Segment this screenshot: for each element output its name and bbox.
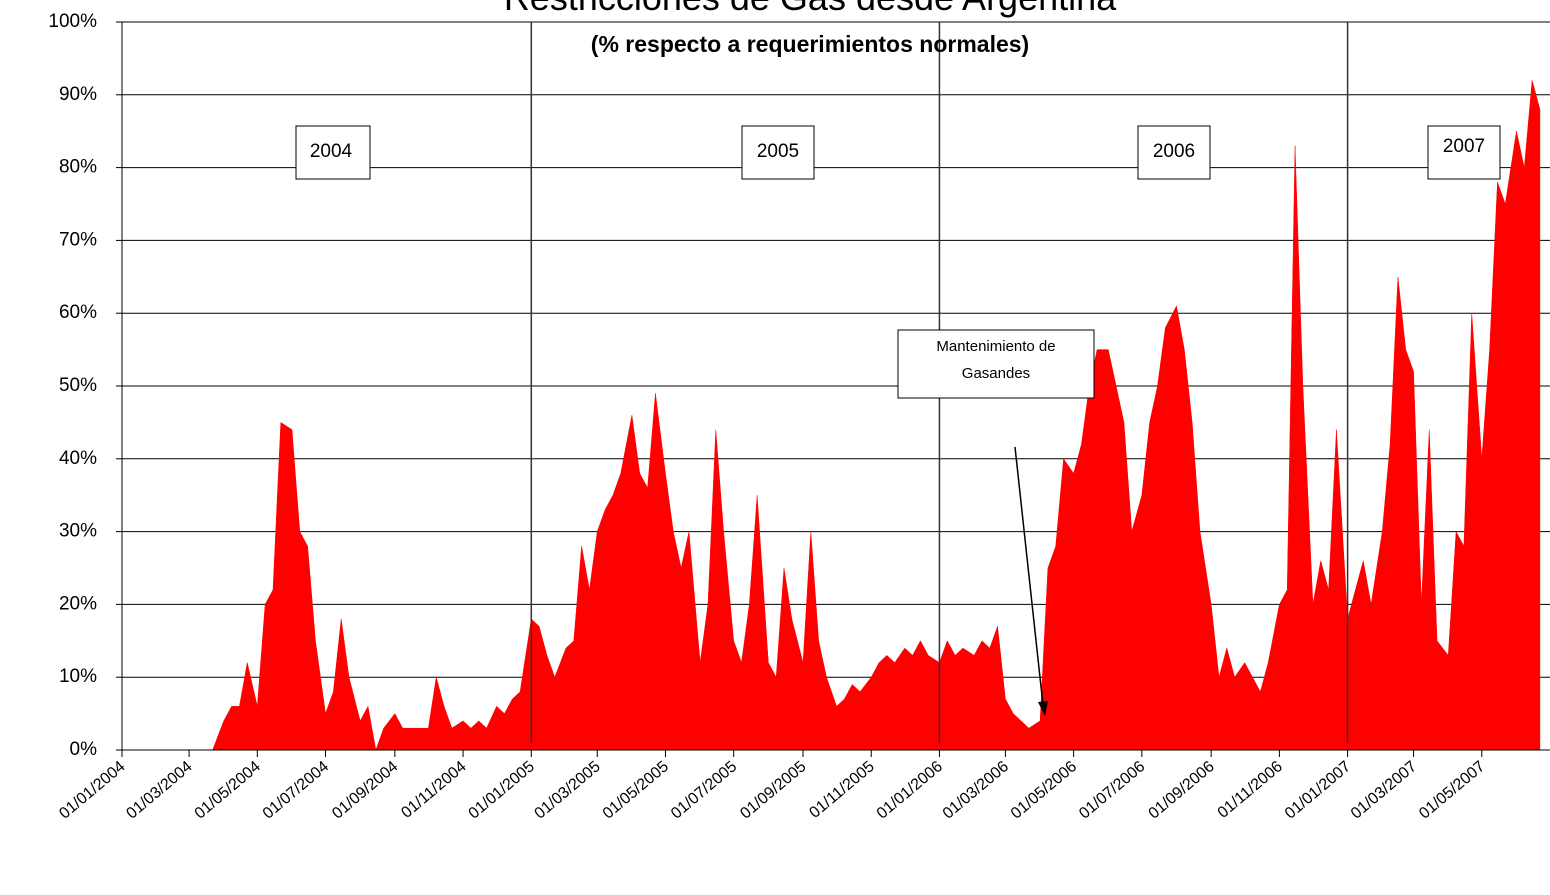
x-tick-label: 01/07/2005 (668, 758, 740, 823)
y-tick-label: 10% (59, 666, 97, 687)
annotation-box (897, 329, 1095, 399)
x-tick-label: 01/09/2005 (737, 758, 809, 823)
arrow-head (1038, 701, 1048, 716)
chart-subtitle: (% respecto a requerimientos normales) (591, 31, 1029, 57)
x-tick-label: 01/07/2004 (260, 758, 332, 823)
area (122, 80, 1541, 751)
x-tick-label: 01/11/2004 (398, 758, 469, 822)
x-tick-label: 01/09/2004 (329, 758, 401, 823)
y-tick-label: 50% (59, 375, 97, 396)
x-tick-label: 01/09/2006 (1145, 758, 1217, 823)
y-tick-label: 30% (59, 521, 97, 542)
year-label: 2006 (1153, 141, 1195, 162)
y-tick-label: 60% (59, 302, 97, 323)
x-tick-label: 01/05/2004 (192, 758, 264, 823)
x-tick-label: 01/05/2006 (1008, 758, 1080, 823)
y-tick-label: 70% (59, 229, 97, 250)
x-tick-label: 01/05/2005 (600, 758, 672, 823)
y-tick-label: 20% (59, 593, 97, 614)
year-box (1427, 125, 1501, 180)
y-tick-label: 90% (59, 84, 97, 105)
x-tick-label: 01/11/2005 (806, 758, 877, 822)
y-tick-label: 40% (59, 448, 97, 469)
y-tick-label: 100% (48, 11, 97, 32)
x-tick-label: 01/01/2004 (56, 758, 128, 823)
year-box (295, 125, 371, 180)
annotation-arrow (1014, 446, 1044, 706)
y-tick-label: 80% (59, 157, 97, 178)
x-tick-label: 01/11/2006 (1215, 758, 1286, 822)
x-tick-label: 01/01/2005 (466, 758, 538, 823)
x-tick-label: 01/07/2006 (1076, 758, 1148, 823)
x-tick-label: 01/01/2006 (874, 758, 946, 823)
x-tick-label: 01/05/2007 (1416, 758, 1488, 823)
x-tick-label: 01/03/2006 (940, 758, 1012, 823)
x-tick-label: 01/01/2007 (1282, 758, 1354, 823)
annotation-text: Gasandes (962, 365, 1030, 382)
year-box (1137, 125, 1211, 180)
year-label: 2007 (1443, 136, 1485, 157)
year-label: 2005 (757, 141, 799, 162)
chart-title: Restricciones de Gas desde Argentina (504, 0, 1117, 18)
y-tick-label: 0% (70, 739, 98, 760)
x-tick-label: 01/03/2004 (123, 758, 195, 823)
annotation-text: Mantenimiento de (936, 338, 1055, 355)
year-box (741, 125, 815, 180)
year-label: 2004 (310, 141, 353, 162)
x-tick-label: 01/03/2007 (1348, 758, 1420, 823)
x-tick-label: 01/03/2005 (532, 758, 604, 823)
